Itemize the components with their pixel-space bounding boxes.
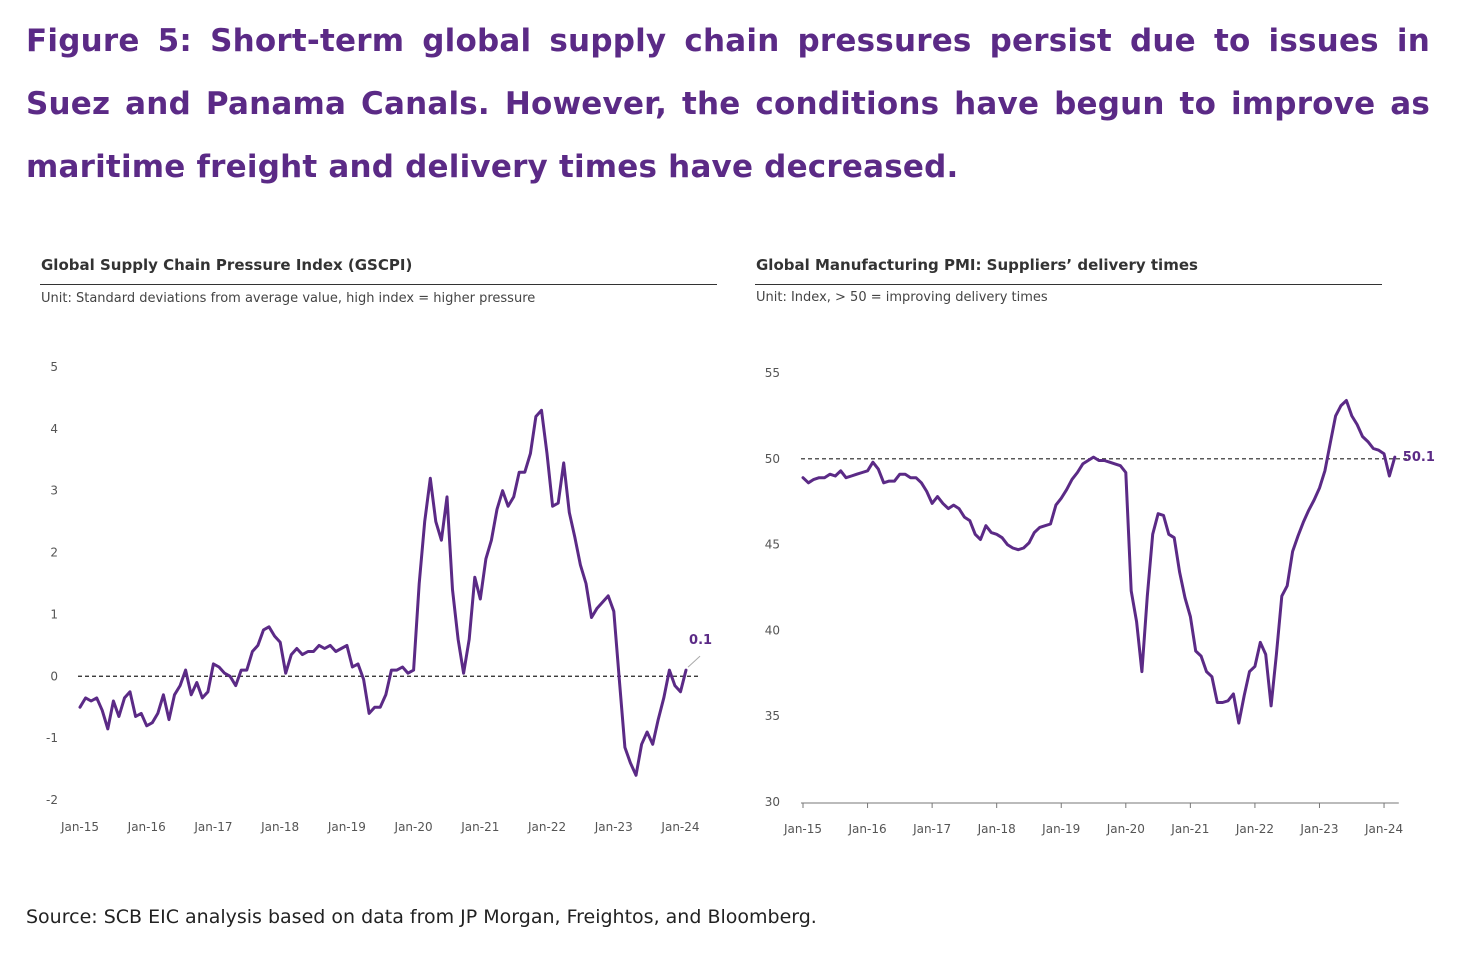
x-tick-label: Jan-23 [594, 820, 633, 834]
series-line [801, 399, 1397, 725]
x-tick-label: Jan-24 [660, 820, 699, 834]
x-tick-label: Jan-22 [1235, 822, 1274, 836]
y-tick-label: 50 [765, 452, 780, 466]
y-tick-label: 45 [765, 538, 780, 552]
end-value-label: 50.1 [1403, 450, 1435, 465]
end-label-leader [687, 655, 701, 668]
chart-panel-pmi: Global Manufacturing PMI: Suppliers’ del… [755, 256, 1435, 836]
x-tick-label: Jan-21 [460, 820, 499, 834]
x-tick-label: Jan-18 [260, 820, 299, 834]
chart-title: Global Supply Chain Pressure Index (GSCP… [41, 256, 413, 274]
y-tick-label: 4 [50, 422, 58, 436]
y-tick-label: 30 [765, 795, 780, 809]
y-tick-label: 5 [50, 360, 58, 374]
x-tick-label: Jan-19 [327, 820, 366, 834]
x-tick-label: Jan-19 [1041, 822, 1080, 836]
chart-panel-gscpi: Global Supply Chain Pressure Index (GSCP… [0, 0, 730, 880]
x-tick-label: Jan-15 [60, 820, 99, 834]
y-tick-label: 1 [50, 607, 58, 621]
x-tick-label: Jan-16 [848, 822, 887, 836]
x-tick-label: Jan-20 [1106, 822, 1145, 836]
x-tick-label: Jan-18 [977, 822, 1016, 836]
series-line [78, 408, 688, 777]
chart-unit: Unit: Standard deviations from average v… [41, 291, 536, 306]
x-tick-label: Jan-23 [1299, 822, 1338, 836]
title-divider [40, 284, 717, 285]
source-note: Source: SCB EIC analysis based on data f… [26, 906, 817, 928]
x-tick-label: Jan-17 [193, 820, 232, 834]
chart-title: Global Manufacturing PMI: Suppliers’ del… [756, 256, 1198, 274]
y-tick-label: -1 [46, 731, 58, 745]
title-divider [755, 284, 1382, 285]
x-tick-label: Jan-16 [127, 820, 166, 834]
x-tick-label: Jan-22 [527, 820, 566, 834]
y-tick-label: 40 [765, 623, 780, 637]
figure-title: Figure 5: Short-term global supply chain… [26, 23, 1430, 185]
y-tick-label: 2 [50, 546, 58, 560]
y-tick-label: 3 [50, 484, 58, 498]
x-tick-label: Jan-15 [783, 822, 822, 836]
y-tick-label: -2 [46, 793, 58, 807]
x-tick-label: Jan-17 [912, 822, 951, 836]
y-tick-label: 35 [765, 709, 780, 723]
end-value-label: 0.1 [689, 633, 712, 648]
x-tick-label: Jan-20 [394, 820, 433, 834]
y-tick-label: 55 [765, 366, 780, 380]
y-tick-label: 0 [50, 669, 58, 683]
x-tick-label: Jan-21 [1170, 822, 1209, 836]
x-tick-label: Jan-24 [1364, 822, 1403, 836]
chart-unit: Unit: Index, > 50 = improving delivery t… [756, 290, 1048, 305]
